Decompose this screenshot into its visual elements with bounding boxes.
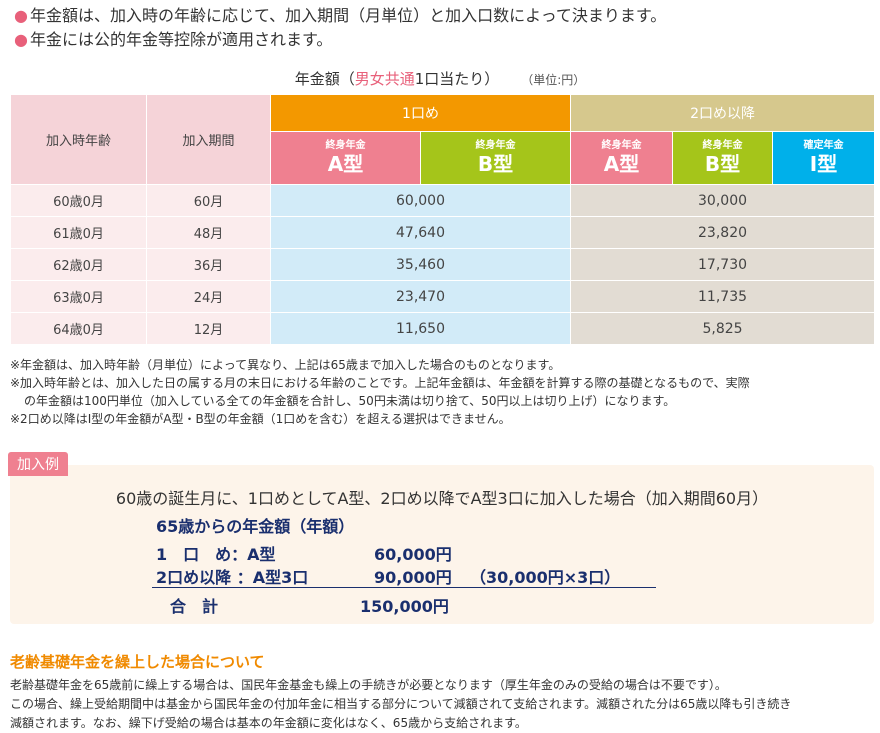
body-line: この場合、繰上受給期間中は基金から国民年金の付加年金に相当する部分について減額さ… — [10, 697, 792, 711]
type-small: 終身年金 — [325, 140, 366, 151]
type-small: 終身年金 — [475, 140, 516, 151]
header-second-unit: 2口め以降 — [570, 94, 876, 132]
bullet-dot-icon: ● — [14, 6, 28, 25]
header-age: 加入時年齢 — [10, 94, 147, 185]
footnotes: ※年金額は、加入時年齢（月単位）によって異なり、上記は65歳まで加入した場合のも… — [10, 356, 750, 428]
total-label: 合 計 — [170, 597, 219, 616]
bullet-text: 年金には公的年金等控除が適用されます。 — [29, 30, 333, 49]
cell-second-amount: 30,000 — [570, 184, 876, 217]
cell-age: 62歳0月 — [10, 248, 147, 281]
cell-first-amount: 47,640 — [269, 216, 572, 249]
type-big: A型 — [603, 152, 640, 176]
example-heading: 60歳の誕生月に、1口めとしてA型、2口め以降でA型3口に加入した場合（加入期間… — [115, 489, 769, 508]
cell-period: 24月 — [146, 280, 271, 313]
table-row: 63歳0月 24月 23,470 11,735 — [10, 280, 876, 313]
intro-bullets: ● 年金額は、加入時の年齢に応じて、加入期間（月単位）と加入口数によって決まります… — [14, 4, 666, 52]
footnote: の年金額は100円単位（加入している全ての年金額を合計し、50円未満は切り捨て、… — [24, 394, 676, 408]
caption-unit: （単位:円） — [527, 73, 586, 87]
type-big: B型 — [704, 152, 741, 176]
caption-part1: 年金額（ — [294, 70, 355, 88]
section-title: 老齢基礎年金を繰上した場合について — [10, 653, 265, 671]
header-period: 加入期間 — [146, 94, 271, 185]
footnote: ※年金額は、加入時年齢（月単位）によって異なり、上記は65歳まで加入した場合のも… — [10, 358, 561, 372]
bullet-dot-icon: ● — [14, 30, 28, 49]
cell-first-amount: 60,000 — [269, 184, 572, 217]
section-body: 老齢基礎年金を65歳前に繰上する場合は、国民年金基金も繰上の手続きが必要となりま… — [10, 676, 876, 733]
cell-age: 61歳0月 — [10, 216, 147, 249]
type-a-first: 終身年金 A型 — [270, 131, 421, 185]
type-big: B型 — [477, 152, 514, 176]
example-row-detail: （30,000円×3口） — [470, 568, 621, 587]
cell-second-amount: 5,825 — [570, 312, 876, 345]
type-small: 終身年金 — [601, 140, 642, 151]
cell-age: 64歳0月 — [10, 312, 147, 345]
type-small: 終身年金 — [702, 140, 743, 151]
total-amount: 150,000円 — [360, 597, 449, 616]
total-divider — [152, 587, 656, 588]
cell-second-amount: 11,735 — [570, 280, 876, 313]
example-box: 60歳の誕生月に、1口めとしてA型、2口め以降でA型3口に加入した場合（加入期間… — [10, 465, 874, 624]
table-row: 60歳0月 60月 60,000 30,000 — [10, 184, 876, 217]
bullet-text: 年金額は、加入時の年齢に応じて、加入期間（月単位）と加入口数によって決まります。 — [29, 6, 667, 25]
cell-first-amount: 11,650 — [269, 312, 572, 345]
example-row-amount: 90,000円 — [374, 568, 452, 587]
bullet-item: ● 年金には公的年金等控除が適用されます。 — [14, 28, 666, 52]
example-row-amount: 60,000円 — [374, 545, 452, 564]
cell-second-amount: 23,820 — [570, 216, 876, 249]
type-a-second: 終身年金 A型 — [570, 131, 674, 185]
cell-age: 60歳0月 — [10, 184, 147, 217]
example-row-label: 1 口 め：A型 — [156, 545, 276, 564]
type-small: 確定年金 — [803, 140, 844, 151]
header-first-unit: 1口め — [269, 94, 572, 132]
cell-age: 63歳0月 — [10, 280, 147, 313]
type-b-second: 終身年金 B型 — [672, 131, 774, 185]
cell-period: 60月 — [146, 184, 271, 217]
bullet-item: ● 年金額は、加入時の年齢に応じて、加入期間（月単位）と加入口数によって決まります… — [14, 4, 666, 28]
table-row: 64歳0月 12月 11,650 5,825 — [10, 312, 876, 345]
table-row: 61歳0月 48月 47,640 23,820 — [10, 216, 876, 249]
example-row: 2口め以降 ：A型3口 90,000円 （30,000円×3口） — [156, 564, 620, 588]
example-tab: 加入例 — [8, 452, 68, 476]
footnote: ※2口め以降はI型の年金額がA型・B型の年金額（1口めを含む）を超える選択はでき… — [10, 412, 511, 426]
example-row-label: 2口め以降 ：A型3口 — [156, 568, 309, 587]
cell-period: 36月 — [146, 248, 271, 281]
cell-first-amount: 23,470 — [269, 280, 572, 313]
cell-first-amount: 35,460 — [269, 248, 572, 281]
example-total: 合 計 150,000円 — [170, 593, 449, 617]
example-row: 1 口 め：A型 60,000円 — [156, 541, 470, 565]
body-line: 減額されます。なお、繰下げ受給の場合は基本の年金額に変化はなく、65歳から支給さ… — [10, 716, 527, 730]
pension-table: 加入時年齢 加入期間 1口め 2口め以降 終身年金 A型 終身年金 B型 終身年金 A… — [10, 94, 876, 345]
cell-period: 48月 — [146, 216, 271, 249]
footnote: ※加入時年齢とは、加入した日の属する月の末日における年齢のことです。上記年金額は… — [10, 376, 750, 390]
table-row: 62歳0月 36月 35,460 17,730 — [10, 248, 876, 281]
example-subheading: 65歳からの年金額（年額） — [156, 517, 355, 536]
table-caption: 年金額（男女共通1口当たり） （単位:円） — [0, 68, 880, 88]
type-b-first: 終身年金 B型 — [419, 131, 572, 185]
body-line: 老齢基礎年金を65歳前に繰上する場合は、国民年金基金も繰上の手続きが必要となりま… — [10, 678, 727, 692]
caption-part3: 1口当たり） — [414, 70, 500, 88]
type-big: A型 — [327, 152, 364, 176]
type-big: I型 — [809, 152, 838, 176]
cell-period: 12月 — [146, 312, 271, 345]
cell-second-amount: 17,730 — [570, 248, 876, 281]
caption-highlight: 男女共通 — [354, 70, 415, 88]
type-i-second: 確定年金 I型 — [772, 131, 876, 185]
